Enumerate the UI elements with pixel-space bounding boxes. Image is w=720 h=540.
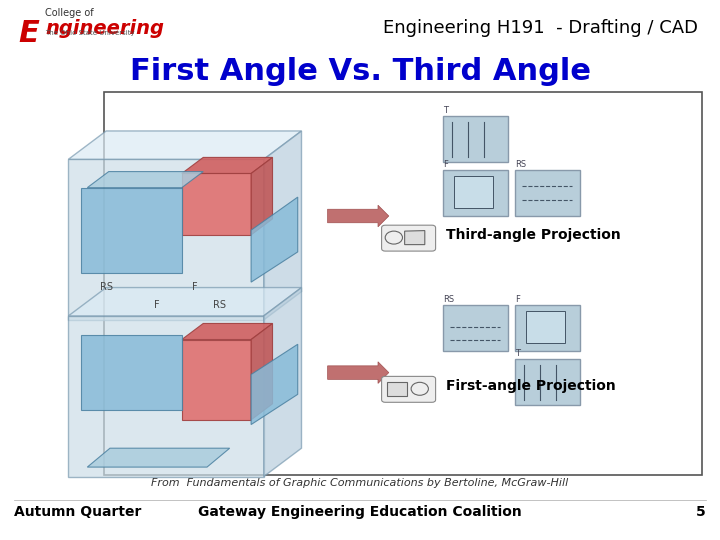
Text: T: T: [443, 106, 448, 115]
Text: First-angle Projection: First-angle Projection: [446, 379, 616, 393]
Polygon shape: [81, 335, 181, 410]
Text: F: F: [192, 282, 197, 292]
FancyBboxPatch shape: [526, 310, 565, 343]
Text: 5: 5: [696, 505, 706, 519]
FancyArrow shape: [328, 205, 389, 227]
FancyBboxPatch shape: [515, 305, 580, 351]
Polygon shape: [251, 197, 298, 282]
Polygon shape: [68, 316, 264, 477]
Text: Engineering H191  - Drafting / CAD: Engineering H191 - Drafting / CAD: [383, 19, 698, 37]
FancyArrow shape: [328, 362, 389, 383]
FancyBboxPatch shape: [454, 176, 493, 208]
Polygon shape: [251, 157, 272, 235]
Text: The Ohio State University: The Ohio State University: [45, 30, 135, 36]
Text: College of: College of: [45, 8, 94, 18]
Polygon shape: [87, 448, 230, 467]
Text: T: T: [515, 349, 520, 358]
Polygon shape: [181, 157, 272, 173]
FancyBboxPatch shape: [382, 225, 436, 251]
Text: Gateway Engineering Education Coalition: Gateway Engineering Education Coalition: [198, 505, 522, 519]
FancyBboxPatch shape: [515, 170, 580, 216]
FancyBboxPatch shape: [382, 376, 436, 402]
Polygon shape: [181, 173, 251, 235]
FancyBboxPatch shape: [515, 359, 580, 405]
Polygon shape: [181, 340, 251, 420]
Polygon shape: [264, 131, 302, 320]
Text: F: F: [443, 160, 448, 169]
Polygon shape: [405, 231, 425, 245]
Polygon shape: [87, 172, 203, 188]
Polygon shape: [68, 131, 302, 159]
Text: RS: RS: [213, 300, 226, 310]
Text: From  Fundamentals of Graphic Communications by Bertoline, McGraw-Hill: From Fundamentals of Graphic Communicati…: [151, 478, 569, 488]
Text: F: F: [154, 300, 159, 310]
Text: E: E: [18, 19, 39, 48]
Text: Third-angle Projection: Third-angle Projection: [446, 228, 621, 242]
Polygon shape: [68, 287, 302, 316]
Polygon shape: [68, 159, 264, 320]
Polygon shape: [264, 287, 302, 477]
Polygon shape: [387, 382, 407, 396]
Polygon shape: [81, 188, 181, 273]
FancyBboxPatch shape: [104, 92, 702, 475]
Text: RS: RS: [515, 160, 526, 169]
FancyBboxPatch shape: [443, 305, 508, 351]
Polygon shape: [181, 323, 272, 340]
Polygon shape: [251, 323, 272, 420]
FancyBboxPatch shape: [443, 170, 508, 216]
Polygon shape: [251, 345, 298, 424]
Text: First Angle Vs. Third Angle: First Angle Vs. Third Angle: [130, 57, 590, 86]
Text: Autumn Quarter: Autumn Quarter: [14, 505, 142, 519]
Text: RS: RS: [443, 295, 454, 304]
FancyBboxPatch shape: [443, 116, 508, 162]
Text: F: F: [515, 295, 520, 304]
Text: ngineering: ngineering: [45, 19, 164, 38]
Text: RS: RS: [99, 282, 113, 292]
